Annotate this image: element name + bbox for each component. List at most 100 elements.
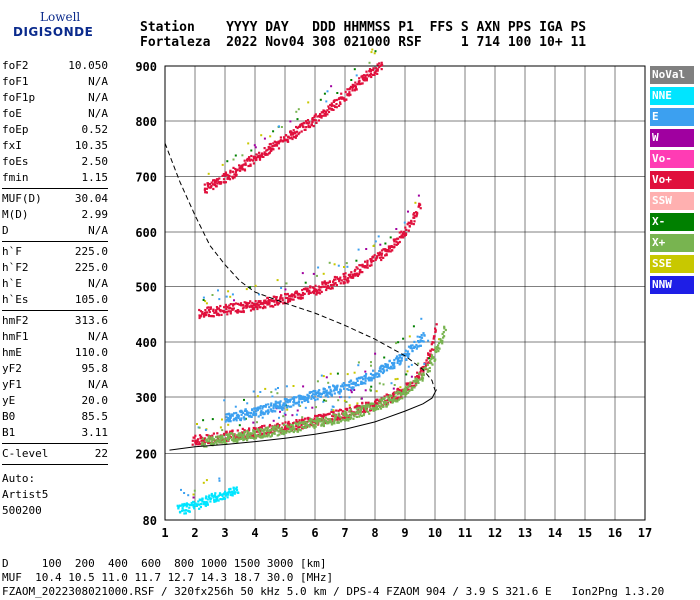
trace-point — [284, 425, 287, 428]
trace-point — [233, 173, 236, 176]
trace-point — [293, 396, 296, 399]
trace-point — [276, 406, 279, 410]
trace-point — [434, 330, 437, 333]
trace-point — [268, 406, 271, 409]
trace-point — [343, 281, 346, 284]
trace-point — [229, 295, 232, 298]
trace-point — [407, 210, 409, 213]
trace-point — [205, 191, 208, 194]
trace-point — [308, 289, 311, 292]
trace-point — [252, 155, 255, 158]
trace-point — [282, 433, 286, 436]
trace-point — [355, 405, 358, 409]
trace-point — [224, 172, 228, 175]
trace-point — [273, 295, 276, 298]
trace-point — [382, 365, 385, 368]
trace-point — [348, 417, 351, 420]
trace-point — [418, 205, 421, 208]
trace-point — [279, 400, 282, 403]
trace-point — [357, 248, 360, 251]
trace-point — [353, 389, 356, 391]
trace-point — [254, 305, 257, 309]
trace-point — [202, 299, 205, 301]
trace-point — [219, 493, 222, 496]
trace-point — [216, 178, 220, 181]
trace-point — [248, 427, 251, 430]
x-tick-label: 9 — [401, 526, 408, 540]
trace-point — [241, 165, 244, 169]
trace-point — [413, 214, 416, 217]
trace-point — [250, 415, 253, 418]
trace-point — [355, 377, 358, 380]
trace-point — [254, 300, 257, 303]
trace-point — [228, 488, 231, 491]
trace-point — [180, 488, 182, 491]
trace-point — [253, 437, 256, 440]
trace-point — [233, 417, 236, 421]
trace-point — [261, 407, 264, 410]
trace-point — [204, 300, 207, 303]
trace-point — [197, 500, 200, 503]
trace-point — [313, 292, 316, 295]
trace-point — [332, 410, 335, 413]
trace-point — [269, 146, 272, 149]
trace-point — [386, 401, 389, 404]
trace-point — [367, 75, 370, 78]
trace-point — [251, 436, 254, 439]
y-tick-label: 500 — [135, 281, 157, 295]
trace-point — [331, 405, 334, 408]
trace-point — [410, 222, 413, 225]
trace-point — [339, 408, 342, 411]
trace-point — [229, 416, 232, 419]
trace-point — [274, 388, 277, 391]
trace-point — [192, 496, 195, 499]
trace-point — [310, 391, 313, 394]
param-value: 105.0 — [74, 293, 108, 306]
trace-point — [369, 72, 372, 75]
trace-point — [343, 399, 346, 402]
trace-point — [408, 225, 411, 228]
trace-point — [373, 254, 376, 257]
trace-point — [259, 426, 262, 429]
trace-point — [234, 154, 237, 157]
trace-point — [378, 399, 381, 403]
trace-point — [432, 348, 435, 351]
trace-point — [355, 266, 358, 269]
trace-point — [246, 159, 249, 162]
trace-point — [428, 353, 431, 356]
trace-point — [241, 427, 244, 430]
trace-point — [350, 382, 353, 385]
trace-point — [407, 382, 410, 385]
trace-point — [249, 309, 253, 312]
trace-point — [344, 272, 347, 275]
param-label: h`E — [2, 277, 22, 290]
trace-point — [258, 151, 261, 154]
trace-point — [343, 266, 345, 268]
trace-point — [424, 364, 428, 367]
param-row: foF2 10.050 — [2, 58, 108, 74]
trace-point — [383, 356, 386, 359]
trace-point — [414, 376, 417, 379]
trace-point — [269, 435, 272, 438]
trace-point — [438, 338, 440, 341]
trace-point — [346, 384, 349, 387]
trace-point — [399, 354, 403, 357]
trace-point — [364, 389, 367, 392]
trace-point — [287, 425, 290, 429]
trace-point — [276, 141, 279, 144]
trace-point — [383, 395, 386, 398]
trace-point — [327, 110, 331, 113]
trace-point — [204, 191, 207, 194]
trace-point — [396, 361, 399, 364]
trace-point — [303, 292, 306, 295]
trace-point — [349, 408, 352, 411]
trace-point — [353, 270, 356, 273]
trace-point — [304, 287, 307, 290]
trace-point — [410, 375, 413, 378]
trace-point — [239, 419, 242, 422]
trace-point — [305, 121, 309, 124]
trace-point — [232, 436, 235, 439]
trace-point — [303, 399, 306, 402]
trace-point — [323, 399, 326, 402]
trace-point — [426, 357, 429, 360]
